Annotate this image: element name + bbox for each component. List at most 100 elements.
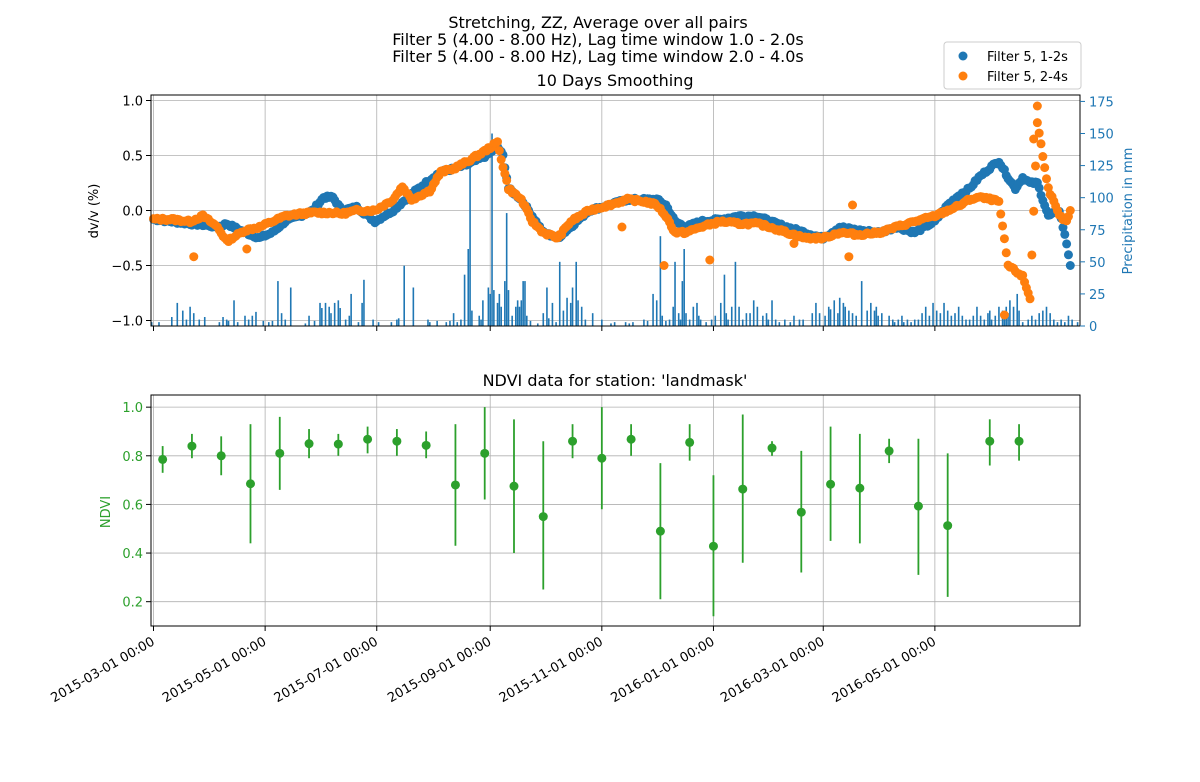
precip-bar [784, 319, 786, 326]
precip-bar [824, 315, 826, 326]
precip-bar [555, 322, 557, 326]
filter-2-4s-point [1034, 128, 1044, 138]
precip-bar [363, 279, 365, 326]
precip-bar [848, 310, 850, 326]
dvv-chart-title: 10 Days Smoothing [537, 71, 694, 90]
legend-marker-filter-1-2s [958, 51, 968, 61]
precip-bar [496, 302, 499, 326]
precip-bar [551, 302, 554, 326]
precip-bar [679, 319, 682, 326]
precip-bar [580, 306, 583, 326]
precip-bar [1042, 310, 1044, 326]
precip-bar [203, 317, 206, 326]
precip-bar [646, 320, 649, 326]
precip-bar [935, 310, 938, 326]
precip-bar [696, 302, 698, 326]
legend-label-filter-1-2s: Filter 5, 1-2s [987, 50, 1068, 65]
precip-bar [518, 306, 521, 326]
precip-bar [881, 313, 883, 326]
filter-2-4s-point [789, 239, 799, 248]
precip-bar [469, 165, 471, 326]
ndvi-y-tick-label: 0.6 [122, 498, 143, 513]
precip-bar [511, 315, 513, 326]
filter-2-4s-point [1018, 270, 1028, 280]
filter-2-4s-point [996, 209, 1006, 219]
precip-y-tick-label: 125 [1089, 160, 1114, 175]
precip-bar [452, 313, 455, 326]
precip-bar [756, 306, 759, 326]
precip-bar [1012, 306, 1015, 326]
ndvi-point [796, 507, 806, 517]
ndvi-point [480, 448, 490, 458]
precip-bar [752, 300, 755, 326]
precip-bar [1031, 315, 1033, 326]
filter-2-4s-point [496, 155, 506, 165]
precip-bar [289, 287, 292, 326]
precip-bar [998, 306, 1000, 326]
precip-y-tick-label: 175 [1089, 95, 1114, 110]
precip-bar [591, 313, 594, 326]
filter-2-4s-point [844, 252, 854, 262]
precip-bar [778, 322, 781, 326]
precip-bar [575, 261, 578, 326]
filter-2-4s-point [189, 252, 199, 262]
ndvi-point [884, 446, 894, 456]
filter-2-4s-point [999, 310, 1009, 320]
precip-bar [749, 313, 751, 326]
precip-bar [271, 320, 274, 326]
figure-title-line-1: Stretching, ZZ, Average over all pairs [448, 13, 747, 32]
precip-bar [185, 319, 188, 326]
precip-bar [698, 315, 700, 326]
precip-bar [308, 315, 310, 326]
ndvi-point [767, 443, 777, 453]
precip-bar [505, 213, 508, 326]
precip-bar [482, 300, 484, 326]
filter-2-4s-point [705, 255, 715, 265]
ndvi-point [568, 436, 578, 446]
precip-bar [632, 322, 634, 326]
precip-bar [875, 306, 878, 326]
precip-bar [566, 297, 568, 326]
ndvi-point [538, 512, 548, 522]
x-tick-label: 2015-07-01 00:00 [272, 634, 381, 706]
precip-bar [390, 322, 393, 326]
precip-bar [888, 315, 890, 326]
precip-bar [192, 313, 195, 326]
precip-bar [624, 322, 627, 326]
precip-bar [946, 310, 949, 326]
filter-1-2s-point [1065, 261, 1075, 270]
figure-title-line-3: Filter 5 (4.00 - 8.00 Hz), Lag time wind… [392, 47, 804, 66]
precip-bar [692, 306, 695, 326]
precip-bar [487, 287, 490, 326]
precip-bar [463, 274, 466, 326]
precip-bar [906, 319, 909, 326]
ndvi-point [943, 521, 953, 531]
figure-title: Stretching, ZZ, Average over all pairs F… [392, 13, 804, 66]
precip-bar [222, 317, 224, 326]
filter-2-4s-point [1032, 118, 1042, 128]
precip-bar [668, 319, 671, 326]
precip-bar [877, 315, 879, 326]
precip-bar [734, 261, 737, 326]
ndvi-point [363, 434, 373, 444]
precip-bar [522, 281, 524, 326]
filter-2-4s-point [1038, 152, 1048, 162]
precip-bar [524, 281, 526, 326]
precip-bar [491, 133, 493, 326]
dvv-y-tick-label: 1.0 [122, 95, 143, 110]
precip-bar [436, 320, 438, 326]
precip-bar [304, 323, 307, 326]
precip-bar [957, 306, 960, 326]
precip-bar [910, 322, 912, 326]
ndvi-y-tick-label: 0.8 [122, 450, 143, 465]
filter-2-4s-point [1065, 206, 1075, 215]
precip-bar [412, 287, 415, 326]
x-tick-label: 2016-01-01 00:00 [608, 634, 717, 706]
precip-bar [1021, 322, 1024, 326]
precip-bar [932, 302, 934, 326]
precip-bar [493, 290, 495, 326]
legend: Filter 5, 1-2s Filter 5, 2-4s [943, 41, 1082, 90]
figure-title-line-2: Filter 5 (4.00 - 8.00 Hz), Lag time wind… [392, 30, 804, 49]
precip-bar [833, 300, 836, 326]
